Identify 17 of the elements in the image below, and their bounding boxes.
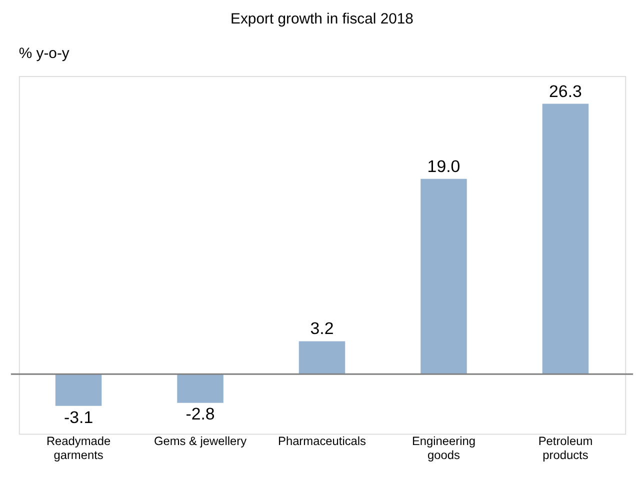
chart-title: Export growth in fiscal 2018 [230, 11, 414, 28]
data-label: -2.8 [186, 404, 215, 424]
y-axis-title: % y-o-y [18, 46, 70, 62]
bar [420, 178, 467, 374]
x-tick-label: Gems & jewellery [154, 434, 247, 448]
data-label: -3.1 [64, 408, 94, 427]
bar [542, 104, 589, 374]
data-label: 19.0 [427, 156, 460, 176]
x-tick-label: Engineering goods [412, 434, 476, 462]
x-tick-label: Pharmaceuticals [278, 434, 366, 448]
bar [177, 374, 224, 403]
bar [298, 341, 346, 374]
x-tick-label: Readymade garments [46, 434, 112, 462]
x-tick-label: Petroleum products [538, 434, 593, 462]
bar [55, 374, 102, 406]
data-label: 3.2 [310, 319, 334, 338]
data-label: 26.3 [549, 82, 582, 101]
